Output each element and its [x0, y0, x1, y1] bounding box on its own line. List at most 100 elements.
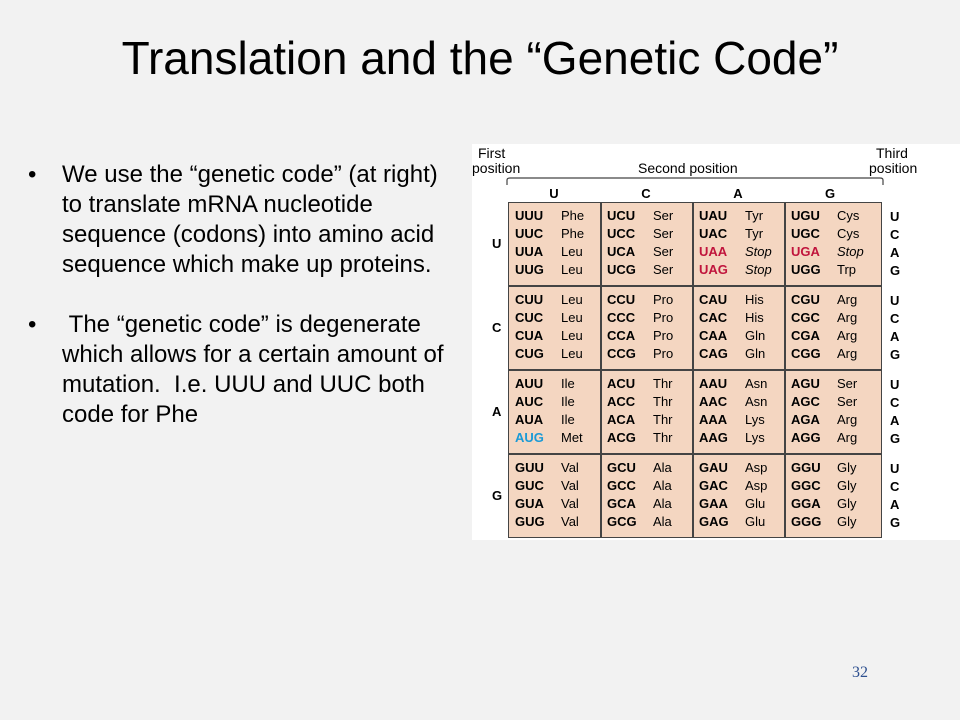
codon-cell: CUU Leu CUC Leu CUA Leu CUG Leu — [509, 287, 601, 371]
third-position-label-line2: position — [869, 160, 918, 176]
codon-grid: UUU Phe UUC Phe UUA Leu UUG Leu UCU Ser UCC Ser UCA S… — [508, 202, 882, 538]
third-base: C — [890, 311, 900, 326]
slide-title: Translation and the “Genetic Code” — [121, 32, 839, 84]
third-base-column-block-1: U C A G — [890, 208, 900, 280]
amino-acid: Leu — [561, 262, 583, 277]
amino-acid: Leu — [561, 346, 583, 361]
amino-acid: Cys — [837, 226, 860, 241]
amino-acid: Val — [561, 460, 579, 475]
codon: GCC — [607, 478, 636, 493]
codon: UGA — [791, 244, 820, 259]
codon-entry: AAG Lys — [693, 429, 785, 447]
codon-entry: UGU Cys — [785, 207, 877, 225]
codon: UCG — [607, 262, 636, 277]
codon-entry: CCG Pro — [601, 345, 693, 363]
codon-entry: UAU Tyr — [693, 207, 785, 225]
codon: GCA — [607, 496, 636, 511]
codon: UCA — [607, 244, 636, 259]
codon: AUG — [515, 430, 544, 445]
codon: CCA — [607, 328, 636, 343]
third-base: A — [890, 413, 900, 428]
codon: CAG — [699, 346, 728, 361]
codon: GAA — [699, 496, 728, 511]
codon: ACC — [607, 394, 636, 409]
codon-entry: CAU His — [693, 291, 785, 309]
amino-acid: Gly — [837, 478, 857, 493]
codon-entry: AAC Asn — [693, 393, 785, 411]
amino-acid: Stop — [837, 244, 864, 259]
codon: UCU — [607, 208, 636, 223]
codon-entry: CAA Gln — [693, 327, 785, 345]
third-base: U — [890, 461, 900, 476]
amino-acid: Asn — [745, 376, 768, 391]
amino-acid: Ala — [653, 496, 672, 511]
codon-entry: CCC Pro — [601, 309, 693, 327]
amino-acid: Gly — [837, 514, 857, 529]
amino-acid: Val — [561, 514, 579, 529]
codon-entry: CGC Arg — [785, 309, 877, 327]
third-base: G — [890, 431, 901, 446]
codon: CGA — [791, 328, 820, 343]
codon: GAU — [699, 460, 728, 475]
amino-acid: Phe — [561, 208, 585, 223]
codon-entry: UAC Tyr — [693, 225, 785, 243]
grid-divider — [509, 285, 881, 287]
codon: GGG — [791, 514, 822, 529]
codon-cell: UAU Tyr UAC Tyr UAA Stop UAG Stop — [693, 203, 785, 287]
codon-entry: GGC Gly — [785, 477, 877, 495]
second-base-A: A — [733, 186, 743, 201]
codon: AGU — [791, 376, 820, 391]
third-base: A — [890, 497, 900, 512]
amino-acid: Thr — [653, 376, 673, 391]
first-base-U: U — [492, 236, 502, 251]
codon-entry: UAG Stop — [693, 261, 785, 279]
third-base-column-block-3: U C A G — [890, 376, 900, 448]
amino-acid: Cys — [837, 208, 860, 223]
codon-entry: GUA Val — [509, 495, 601, 513]
amino-acid: Trp — [837, 262, 857, 277]
first-position-label-line1: First — [478, 145, 506, 161]
codon: CGG — [791, 346, 821, 361]
codon-entry: ACA Thr — [601, 411, 693, 429]
second-base-C: C — [641, 186, 651, 201]
codon-entry: AUA Ile — [509, 411, 601, 429]
first-base-C: C — [492, 320, 502, 335]
codon-entry: GGA Gly — [785, 495, 877, 513]
amino-acid: Asp — [745, 478, 768, 493]
codon: CCC — [607, 310, 636, 325]
amino-acid: Ala — [653, 478, 672, 493]
codon-entry: ACC Thr — [601, 393, 693, 411]
third-base: A — [890, 329, 900, 344]
amino-acid: Gln — [745, 328, 766, 343]
codon: CUC — [515, 310, 544, 325]
bullet-marker: • — [28, 161, 37, 188]
first-base-A: A — [492, 404, 502, 419]
amino-acid: His — [745, 292, 764, 307]
codon-entry: CAC His — [693, 309, 785, 327]
amino-acid: Phe — [561, 226, 585, 241]
codon: CGU — [791, 292, 820, 307]
codon-entry: GUC Val — [509, 477, 601, 495]
codon-entry: CUA Leu — [509, 327, 601, 345]
codon-cell: ACU Thr ACC Thr ACA Thr ACG Thr — [601, 371, 693, 455]
amino-acid: Thr — [653, 412, 673, 427]
codon: GUC — [515, 478, 544, 493]
codon-entry: CGU Arg — [785, 291, 877, 309]
third-base: G — [890, 263, 901, 278]
codon: AUA — [515, 412, 544, 427]
codon: AAG — [699, 430, 728, 445]
codon-entry: UAA Stop — [693, 243, 785, 261]
codon-cell: AUU Ile AUC Ile AUA Ile AUG Met — [509, 371, 601, 455]
codon-entry: CCU Pro — [601, 291, 693, 309]
bullet-list: • We use the “genetic code” (at right) t… — [28, 160, 458, 460]
second-base-U: U — [549, 186, 559, 201]
codon: UGG — [791, 262, 821, 277]
codon: CUA — [515, 328, 544, 343]
codon: CAA — [699, 328, 728, 343]
codon: GGC — [791, 478, 821, 493]
codon-entry: UGA Stop — [785, 243, 877, 261]
codon-entry: AGC Ser — [785, 393, 877, 411]
third-base: A — [890, 245, 900, 260]
codon-entry: UUU Phe — [509, 207, 601, 225]
codon-cell: UUU Phe UUC Phe UUA Leu UUG Leu — [509, 203, 601, 287]
